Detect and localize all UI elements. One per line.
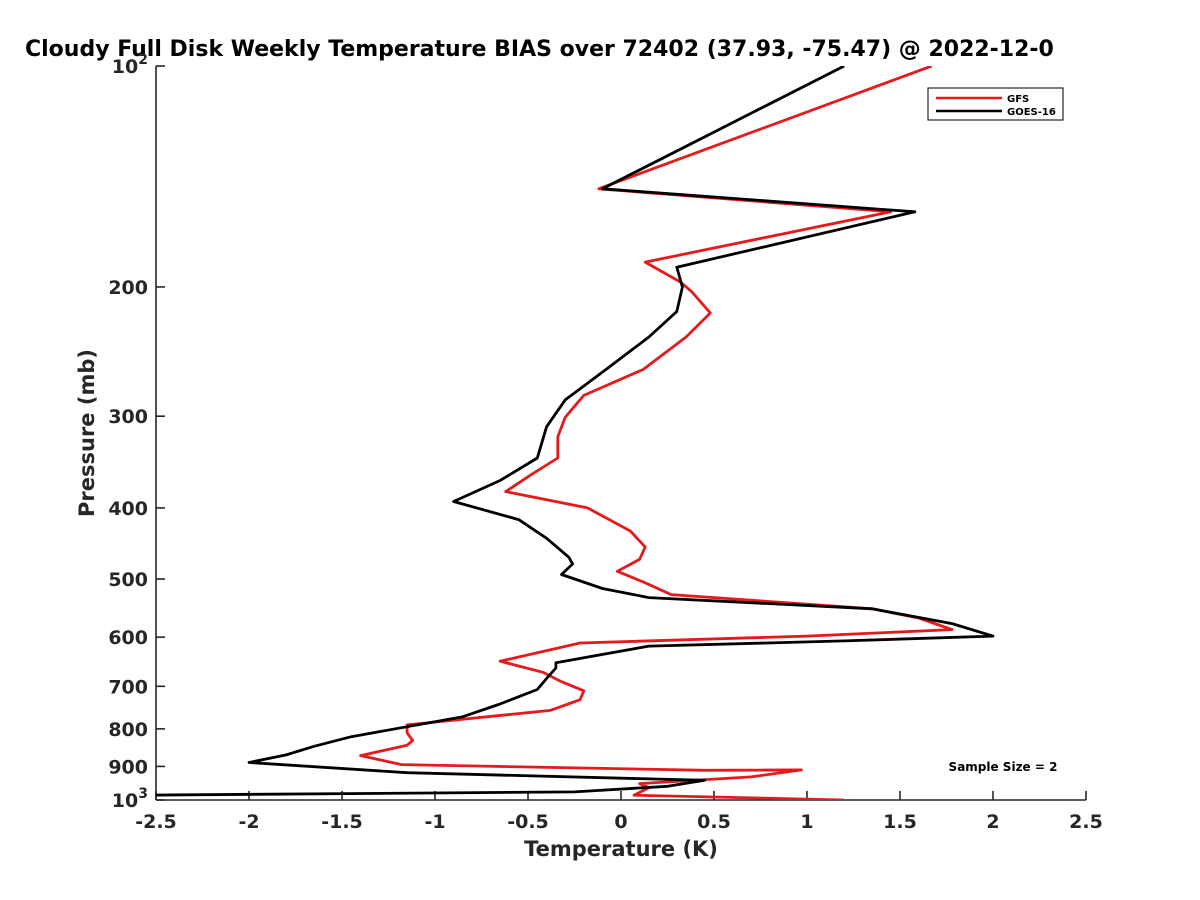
chart-title: Cloudy Full Disk Weekly Temperature BIAS… <box>25 37 1054 62</box>
legend-label: GFS <box>1007 94 1029 105</box>
legend-label: GOES-16 <box>1007 107 1056 118</box>
series-layer <box>156 66 995 800</box>
y-tick-label: 400 <box>108 498 148 520</box>
y-tick-label: 102 <box>112 52 148 78</box>
legend: GFS GOES-16 <box>927 87 1064 121</box>
y-tick-base: 10 <box>112 56 138 78</box>
x-tick-label: 2.5 <box>1069 811 1103 833</box>
y-tick-label: 800 <box>108 719 148 741</box>
y-tick-exponent: 2 <box>138 52 148 68</box>
y-tick-exponent: 3 <box>138 786 148 802</box>
y-tick-base: 10 <box>112 790 138 812</box>
x-tick-label: 1.5 <box>883 811 917 833</box>
x-tick-label: 0 <box>614 811 627 833</box>
y-tick-label: 900 <box>108 756 148 778</box>
x-tick-label: 1 <box>800 811 813 833</box>
y-tick-label: 500 <box>108 569 148 591</box>
x-tick-label: -1 <box>424 811 445 833</box>
y-tick-label: 700 <box>108 676 148 698</box>
x-tick-label: -1.5 <box>321 811 363 833</box>
y-tick-label: 103 <box>112 786 148 812</box>
y-axis-label: Pressure (mb) <box>75 349 99 517</box>
x-tick-label: -0.5 <box>507 811 549 833</box>
axes: -2.5 -2 -1.5 -1 -0.5 0 0.5 1 1.5 2 2.5102200300400… <box>108 52 1103 833</box>
y-tick-label: 300 <box>108 406 148 428</box>
y-tick-label: 200 <box>108 277 148 299</box>
x-tick-label: -2.5 <box>135 811 177 833</box>
y-tick-label: 600 <box>108 627 148 649</box>
x-tick-label: 2 <box>986 811 999 833</box>
sample-size-annotation: Sample Size = 2 <box>949 760 1058 774</box>
x-tick-label: -2 <box>238 811 259 833</box>
x-axis-label: Temperature (K) <box>524 837 718 861</box>
legend-box <box>927 87 1064 121</box>
x-tick-label: 0.5 <box>697 811 731 833</box>
series-line-goes-16 <box>156 66 995 797</box>
series-line-gfs <box>359 66 954 800</box>
